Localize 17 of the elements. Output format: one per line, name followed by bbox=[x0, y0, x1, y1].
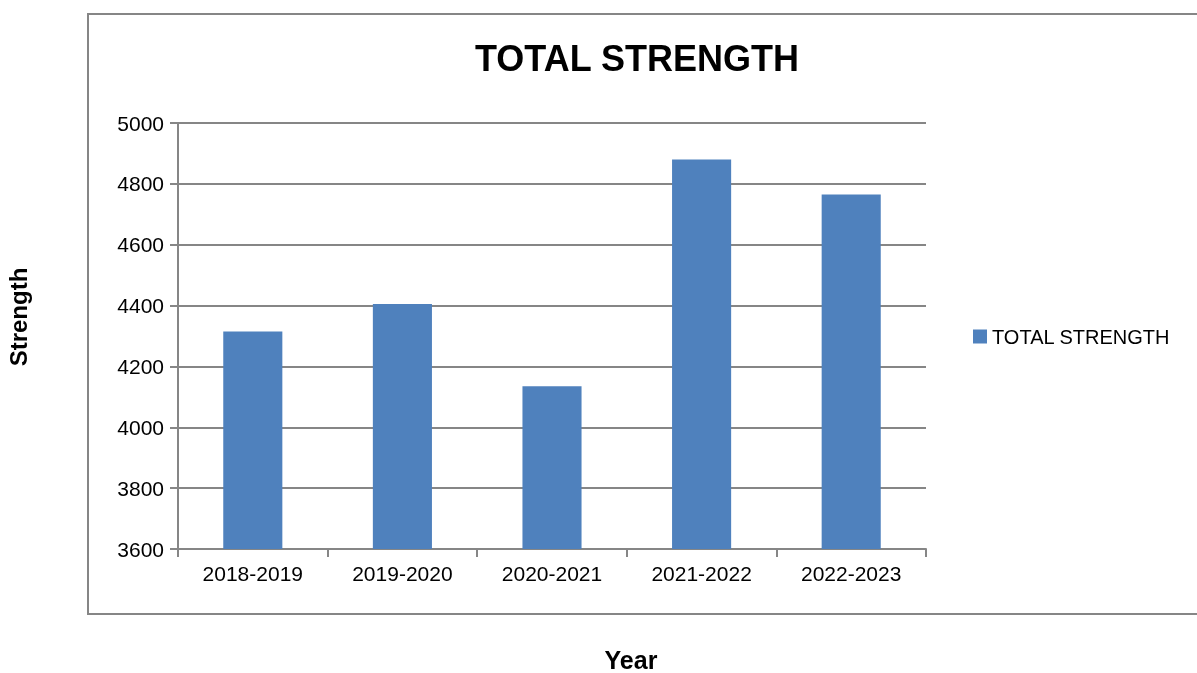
y-tick-label: 3800 bbox=[117, 476, 164, 500]
y-tick-label: 4000 bbox=[117, 415, 164, 439]
chart-title: TOTAL STRENGTH bbox=[475, 37, 799, 79]
y-tick-label: 4600 bbox=[117, 233, 164, 257]
y-tick-label: 4400 bbox=[117, 294, 164, 318]
y-tick-label: 4800 bbox=[117, 172, 164, 196]
x-tick-label: 2020-2021 bbox=[501, 562, 603, 585]
y-tick-label: 4200 bbox=[117, 354, 164, 378]
x-tick-label: 2021-2022 bbox=[651, 562, 752, 585]
y-tick-label: 3600 bbox=[117, 537, 164, 561]
x-tick-label: 2018-2019 bbox=[202, 562, 304, 585]
legend-label: TOTAL STRENGTH bbox=[992, 325, 1170, 348]
y-tick-label: 5000 bbox=[117, 111, 164, 135]
x-tick-label: 2022-2023 bbox=[800, 562, 902, 585]
x-tick-label: 2019-2020 bbox=[352, 562, 453, 585]
y-axis-title: Strength bbox=[4, 267, 32, 367]
x-axis-title: Year bbox=[604, 646, 658, 673]
